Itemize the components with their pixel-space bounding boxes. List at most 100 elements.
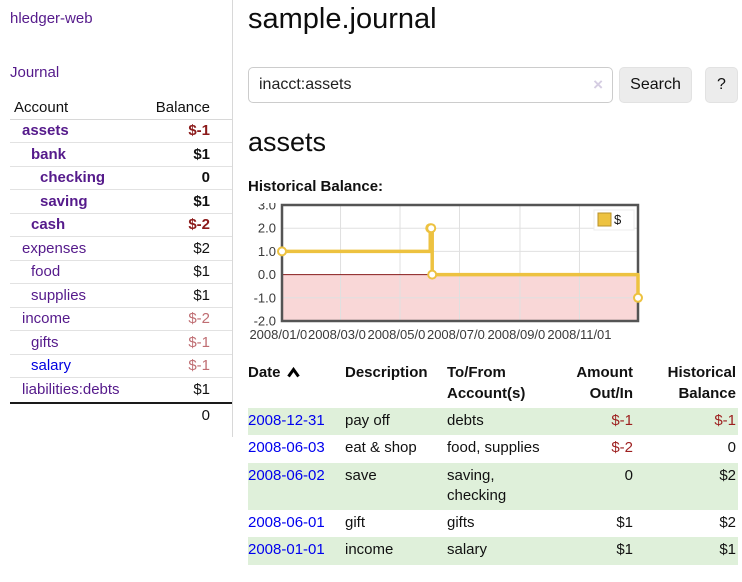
svg-text:3.0: 3.0 xyxy=(258,203,276,213)
account-column-header: Account xyxy=(14,98,69,116)
account-balance: $1 xyxy=(193,286,210,304)
account-row: supplies $1 xyxy=(10,284,232,308)
column-header-date[interactable]: Date xyxy=(248,360,345,408)
account-link-cash[interactable]: cash xyxy=(31,216,66,234)
column-header-accounts: To/From Account(s) xyxy=(447,364,526,402)
account-row: bank $1 xyxy=(10,143,232,167)
register-row: 2008-06-03 eat & shop food, supplies $-2… xyxy=(248,435,738,462)
svg-text:2008/07/01: 2008/07/01 xyxy=(427,327,492,342)
app-title-link[interactable]: hledger-web xyxy=(10,10,93,27)
clear-search-icon[interactable]: × xyxy=(593,75,603,94)
transaction-description: income xyxy=(345,537,447,565)
account-balance: $-2 xyxy=(188,310,210,328)
account-balance: $1 xyxy=(193,381,210,399)
account-link-bank[interactable]: bank xyxy=(31,145,67,163)
accounts-total-value: 0 xyxy=(201,406,210,424)
account-row: salary $-1 xyxy=(10,355,232,378)
transaction-date-link[interactable]: 2008-06-01 xyxy=(248,514,325,531)
transaction-accounts: salary xyxy=(447,537,559,565)
sidebar: hledger-web Journal Account Balance asse… xyxy=(0,0,233,437)
accounts-table-header: Account Balance xyxy=(10,96,232,120)
balance-column-header: Balance xyxy=(155,98,210,116)
transaction-balance: 0 xyxy=(727,439,736,457)
transaction-date-link[interactable]: 2008-06-02 xyxy=(248,466,325,484)
transaction-accounts: gifts xyxy=(447,514,475,531)
transaction-date-link[interactable]: 2008-06-03 xyxy=(248,439,325,457)
help-button[interactable]: ? xyxy=(705,67,738,103)
account-balance: $1 xyxy=(193,263,210,281)
transaction-balance: $1 xyxy=(641,537,738,565)
transaction-amount: $1 xyxy=(616,514,633,531)
account-link-supplies[interactable]: supplies xyxy=(31,286,87,304)
account-link-food[interactable]: food xyxy=(31,263,61,281)
svg-text:0.0: 0.0 xyxy=(258,267,276,282)
search-button[interactable]: Search xyxy=(619,67,692,103)
account-link-gifts[interactable]: gifts xyxy=(31,333,59,351)
account-balance: $-1 xyxy=(188,122,210,140)
register-row: 2008-06-02 save saving, checking 0 $2 xyxy=(248,462,738,510)
account-row: assets $-1 xyxy=(10,120,232,143)
register-row: 2008-06-01 gift gifts $1 $2 xyxy=(248,510,738,537)
transaction-amount: $1 xyxy=(559,537,641,565)
sidebar-item-journal[interactable]: Journal xyxy=(10,64,60,81)
svg-text:$: $ xyxy=(614,212,622,227)
account-balance: $-1 xyxy=(188,333,210,351)
page-title: sample.journal xyxy=(248,3,437,35)
transaction-amount: $-1 xyxy=(559,408,641,436)
transaction-description: gift xyxy=(345,514,366,531)
account-row: checking 0 xyxy=(10,167,232,190)
sort-ascending-icon xyxy=(286,366,300,378)
transaction-accounts: food, supplies xyxy=(447,439,540,457)
register-row: 2008-12-31 pay off debts $-1 $-1 xyxy=(248,408,738,436)
svg-text:2.0: 2.0 xyxy=(258,221,276,236)
account-row: income $-2 xyxy=(10,308,232,331)
account-row: expenses $2 xyxy=(10,237,232,261)
svg-text:2008/09/01: 2008/09/01 xyxy=(487,327,552,342)
accounts-table: Account Balance assets $-1 bank $1 check… xyxy=(10,96,232,427)
chart-canvas: $3.0 2.0 1.0 0.0 -1.0 -2.02008/01/012008/03/0… xyxy=(248,203,643,342)
transaction-description: save xyxy=(345,462,447,510)
account-row: cash $-2 xyxy=(10,214,232,237)
account-row: saving $1 xyxy=(10,190,232,214)
account-balance: $1 xyxy=(193,145,210,163)
transaction-description: eat & shop xyxy=(345,439,417,457)
transaction-accounts: debts xyxy=(447,408,559,436)
transaction-description: pay off xyxy=(345,408,447,436)
svg-text:-2.0: -2.0 xyxy=(254,314,276,329)
search-input[interactable] xyxy=(248,67,613,103)
register-row: 2008-01-01 income salary $1 $1 xyxy=(248,537,738,565)
account-row: food $1 xyxy=(10,261,232,284)
account-row: liabilities:debts $1 xyxy=(10,378,232,402)
account-balance: $2 xyxy=(193,239,210,257)
account-link-salary[interactable]: salary xyxy=(31,357,72,375)
transaction-accounts: saving, checking xyxy=(447,462,559,510)
column-header-description: Description xyxy=(345,364,428,381)
transaction-balance: $-1 xyxy=(641,408,738,436)
svg-text:-1.0: -1.0 xyxy=(254,290,276,305)
search-bar: × Search ? xyxy=(248,67,738,103)
chart-title: Historical Balance: xyxy=(248,178,384,195)
accounts-total-row: 0 xyxy=(10,401,232,427)
svg-text:1.0: 1.0 xyxy=(258,244,276,259)
register-header-row: Date Description To/From Account(s) Amou… xyxy=(248,360,738,408)
account-link-income[interactable]: income xyxy=(22,310,71,328)
account-link-saving[interactable]: saving xyxy=(40,192,88,210)
account-link-assets[interactable]: assets xyxy=(22,122,69,140)
register-table: Date Description To/From Account(s) Amou… xyxy=(248,360,738,565)
svg-text:2008/11/01: 2008/11/01 xyxy=(547,327,611,342)
account-balance: $-2 xyxy=(188,216,210,234)
account-link-checking[interactable]: checking xyxy=(40,169,106,187)
account-link-liabilities-debts[interactable]: liabilities:debts xyxy=(22,381,120,399)
account-row: gifts $-1 xyxy=(10,331,232,355)
transaction-balance: $2 xyxy=(641,462,738,510)
column-header-amount: Amount Out/In xyxy=(576,364,633,402)
transaction-amount: 0 xyxy=(559,462,641,510)
transaction-date-link[interactable]: 2008-01-01 xyxy=(248,541,325,559)
column-header-balance: Historical Balance xyxy=(667,364,736,402)
account-balance: $1 xyxy=(193,192,210,210)
account-balance: 0 xyxy=(201,169,210,187)
transaction-date-link[interactable]: 2008-12-31 xyxy=(248,412,325,429)
transaction-balance: $2 xyxy=(719,514,736,531)
account-link-expenses[interactable]: expenses xyxy=(22,239,87,257)
svg-text:2008/01/01: 2008/01/01 xyxy=(249,327,314,342)
